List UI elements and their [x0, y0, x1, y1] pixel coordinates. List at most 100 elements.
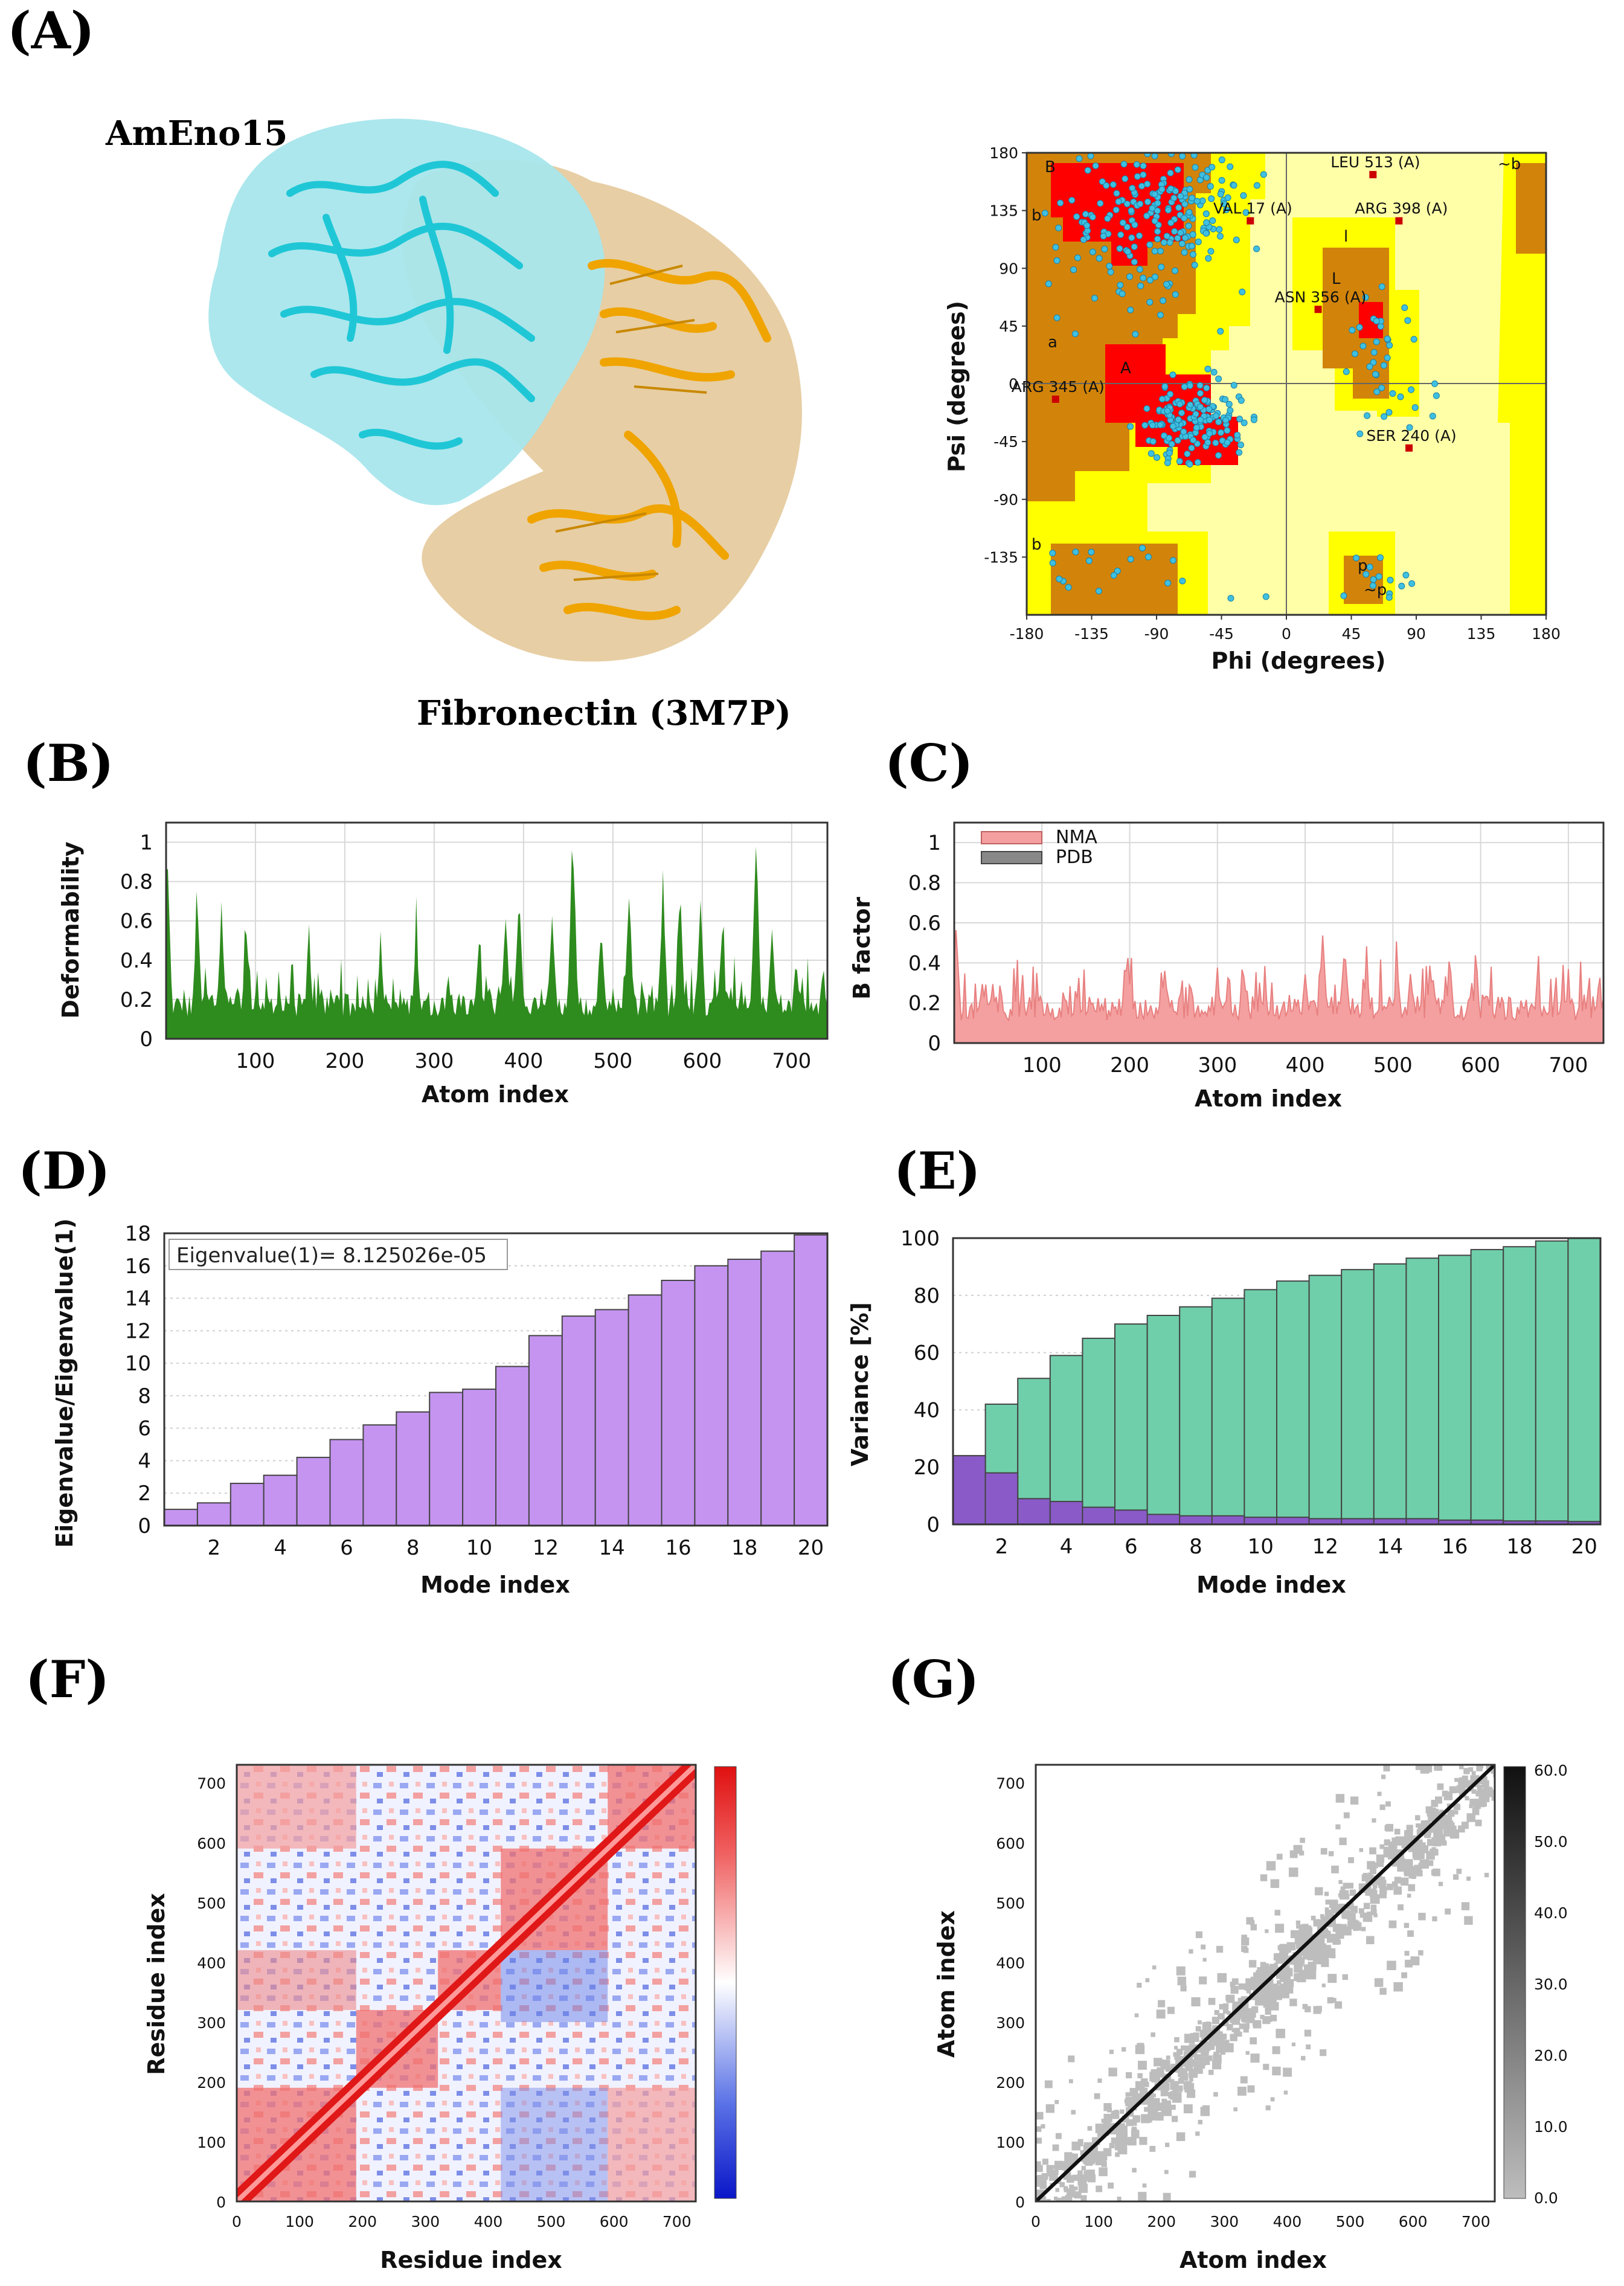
- contact-cell: [1201, 1944, 1206, 1950]
- rama-outlier-label: ASN 356 (A): [1275, 288, 1367, 306]
- contact-cell: [1379, 1988, 1387, 1995]
- panel-b-label: (B): [23, 733, 114, 793]
- contact-cell: [1072, 2174, 1079, 2181]
- contact-cell: [1314, 1887, 1323, 1896]
- contact-cell: [1244, 2023, 1250, 2029]
- contact-cell: [1404, 1951, 1410, 1956]
- contact-cell: [1316, 2006, 1322, 2012]
- contact-cell: [1437, 1783, 1444, 1790]
- contact-cell: [1178, 2078, 1184, 2084]
- contact-cell: [1276, 1994, 1282, 2000]
- contact-cell: [1195, 2131, 1200, 2136]
- contact-cell: [1044, 2080, 1053, 2089]
- x-tick-label: 18: [731, 1536, 757, 1560]
- contact-cell: [1377, 1791, 1382, 1796]
- y-tick-label: 0: [1015, 2194, 1025, 2211]
- contact-cell: [1291, 2042, 1296, 2047]
- contact-cell: [1374, 1978, 1384, 1987]
- rama-point: [1181, 201, 1189, 208]
- contact-cell: [1361, 1927, 1366, 1931]
- contact-cell: [1484, 1872, 1489, 1878]
- legend-label-pdb: PDB: [1056, 847, 1093, 868]
- contact-cell: [1239, 2023, 1245, 2029]
- contact-cell: [1418, 1950, 1423, 1956]
- contact-cell: [1462, 1775, 1468, 1782]
- contact-cell: [1457, 1825, 1465, 1833]
- contact-cell: [1237, 2086, 1247, 2096]
- contact-cell: [1379, 1891, 1387, 1899]
- contact-cell: [1086, 2169, 1095, 2178]
- contact-cell: [1471, 1771, 1476, 1776]
- rama-point: [1117, 231, 1125, 239]
- contact-cell: [1452, 1874, 1459, 1880]
- rama-point: [1201, 434, 1208, 441]
- rama-outlier-label: ARG 345 (A): [1012, 378, 1105, 396]
- contact-cell: [1315, 1943, 1323, 1950]
- contact-cell: [1176, 1966, 1186, 1976]
- y-tick-label: 300: [996, 2014, 1025, 2032]
- contact-cell: [1398, 1904, 1404, 1910]
- contact-cell: [1454, 1777, 1459, 1782]
- contact-cell: [1214, 2009, 1219, 2015]
- x-tick-label: 4: [1060, 1535, 1073, 1559]
- contact-cell: [1308, 1962, 1317, 1971]
- contact-cell: [1414, 1815, 1420, 1820]
- rama-point: [1013, 587, 1019, 593]
- contact-cell: [1241, 1934, 1247, 1941]
- rama-x-label: Phi (degrees): [1212, 647, 1386, 674]
- bar-values: [429, 1392, 464, 1527]
- contact-cell: [1327, 1974, 1337, 1983]
- rama-point: [1154, 199, 1161, 207]
- contact-cell: [1208, 2037, 1218, 2046]
- rama-point: [1189, 251, 1196, 258]
- contact-cell: [1198, 2119, 1202, 2125]
- rama-point: [1220, 200, 1227, 207]
- x-tick-label: 20: [798, 1536, 824, 1560]
- contact-cell: [1212, 2025, 1218, 2031]
- bar-cumulative: [1405, 1257, 1439, 1525]
- contact-cell: [1411, 1874, 1416, 1880]
- rama-point: [1139, 544, 1146, 551]
- y-tick-label: 0: [138, 1514, 151, 1538]
- contact-cell: [1213, 2052, 1220, 2058]
- y-tick-label: 1: [140, 831, 153, 855]
- covariance-block: [237, 1765, 356, 1849]
- contact-cell: [1052, 2144, 1059, 2151]
- contact-cell: [1438, 1816, 1443, 1822]
- eigenvalue-chart: Eigenvalue(1)= 8.125026e-05 2 4 6 8 10 12 14 16…: [51, 1218, 829, 1598]
- rama-point: [1153, 454, 1160, 461]
- contact-cell: [1349, 1889, 1356, 1896]
- contact-cell: [1260, 1874, 1268, 1881]
- contact-cell: [1071, 2110, 1076, 2115]
- contact-cell: [1299, 1926, 1304, 1931]
- y-tick-label: 0: [926, 1513, 940, 1537]
- contact-cell: [1183, 2104, 1193, 2114]
- rama-point: [1097, 200, 1104, 207]
- bar-values: [495, 1366, 530, 1526]
- y-tick-label: 10: [125, 1352, 151, 1376]
- contact-cell: [1303, 1964, 1311, 1971]
- contact-cell: [1048, 2201, 1058, 2211]
- contact-cell: [1393, 1982, 1403, 1992]
- rama-point: [1065, 584, 1072, 591]
- rama-point: [1160, 432, 1167, 439]
- contact-cell: [1469, 1799, 1477, 1806]
- rama-point: [1203, 219, 1210, 226]
- rama-point: [1149, 422, 1156, 429]
- contact-cell: [1283, 2067, 1292, 2077]
- y-tick-label: 0.6: [908, 911, 941, 936]
- x-tick-label: 16: [1442, 1535, 1468, 1559]
- bfactor-chart: NMA PDB 100 200 300 400 500 600 700 0 0.2 0.4 0.6 0…: [849, 821, 1605, 1112]
- bar-values: [196, 1502, 231, 1526]
- bar-cumulative: [1146, 1314, 1181, 1525]
- rama-point: [1205, 255, 1212, 262]
- rama-point: [1114, 567, 1121, 574]
- y-tick-label: 0.4: [908, 951, 941, 975]
- contact-cell: [1268, 1972, 1273, 1977]
- contact-cell: [1041, 2177, 1047, 2183]
- x-tick-label: 2: [208, 1536, 221, 1560]
- contact-cell: [1469, 1804, 1473, 1808]
- rama-point: [1373, 388, 1381, 396]
- contact-cell: [1479, 1765, 1484, 1769]
- contact-cell: [1306, 2044, 1311, 2050]
